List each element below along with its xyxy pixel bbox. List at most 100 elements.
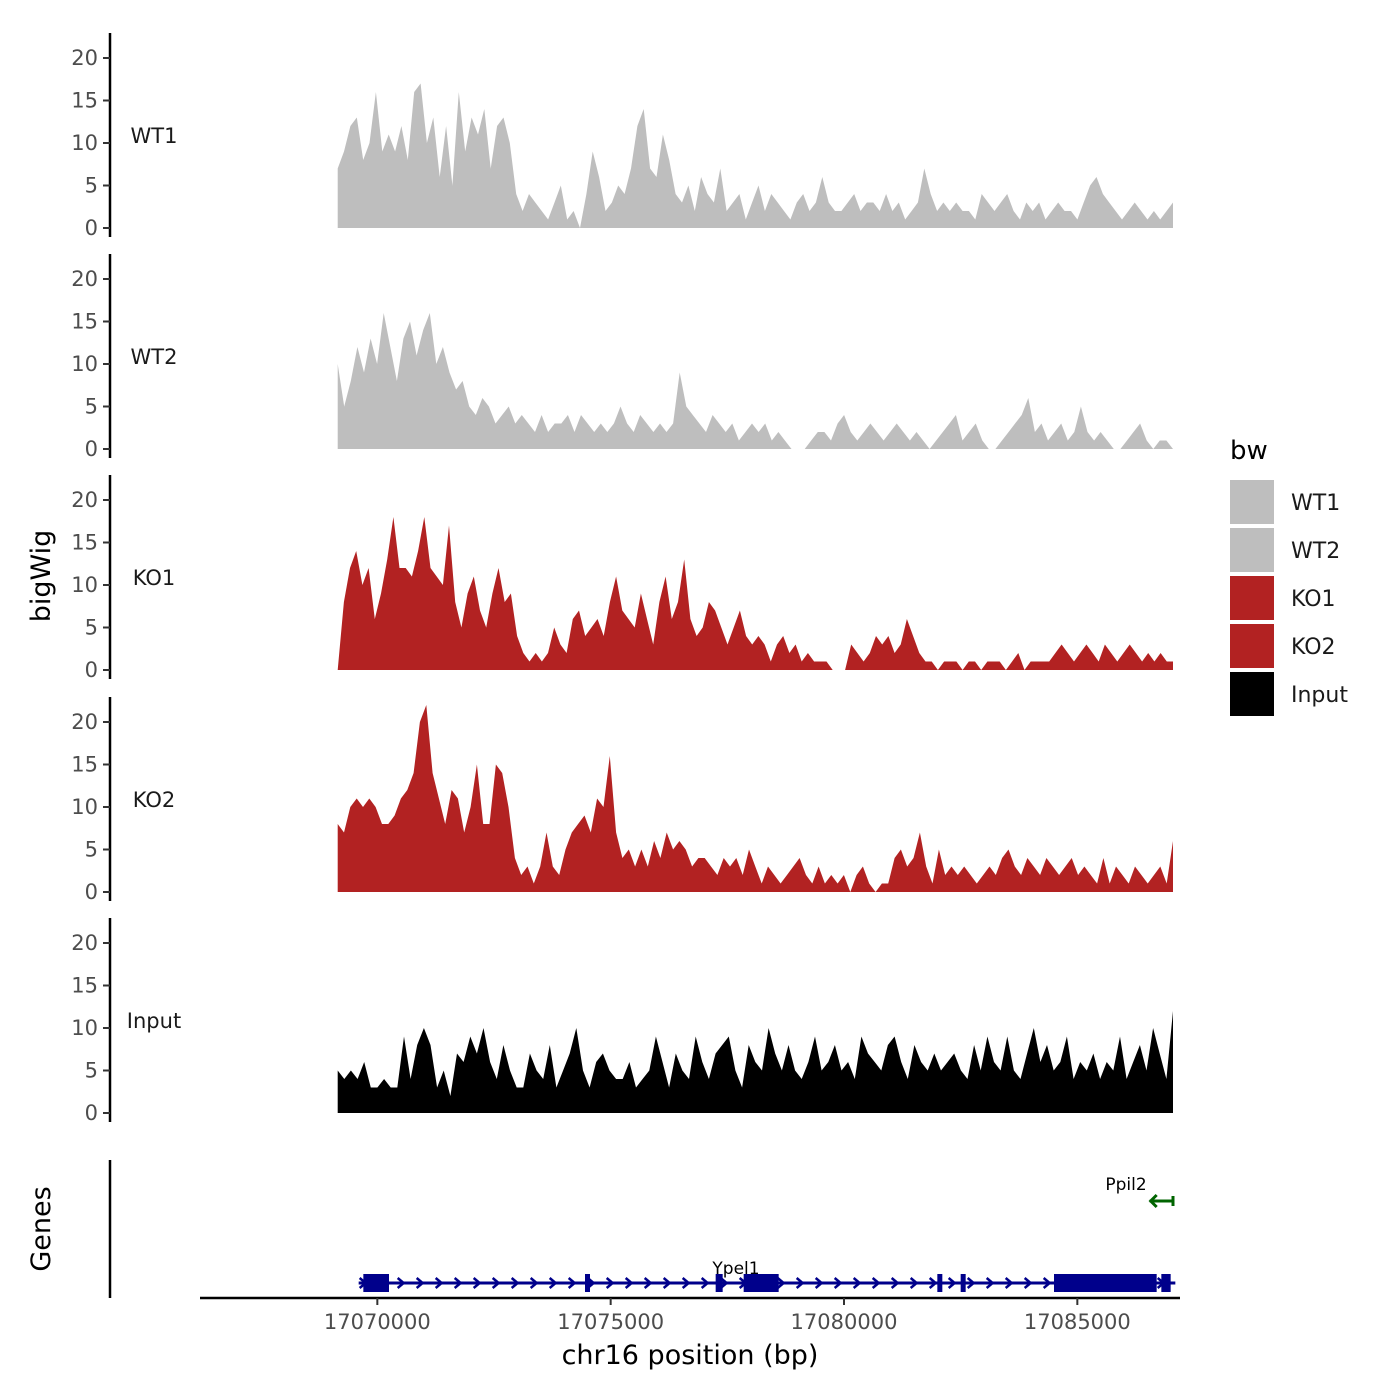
exon-block <box>715 1274 723 1292</box>
track-wt1: WT1 <box>131 83 1173 228</box>
legend-label-wt2: WT2 <box>1291 539 1340 564</box>
gene-label-ypel1: Ypel1 <box>711 1259 759 1279</box>
strand-chevron <box>624 1277 634 1289</box>
strand-chevron <box>605 1277 615 1289</box>
strand-chevron <box>491 1277 501 1289</box>
strand-chevron <box>909 1277 919 1289</box>
strand-chevron <box>795 1277 805 1289</box>
y-tick-label: 20 <box>71 931 98 955</box>
strand-chevron <box>700 1277 710 1289</box>
gene-ypel1: Ypel1 <box>358 1259 1176 1292</box>
signal-area-wt1 <box>337 83 1173 228</box>
legend-swatch-wt2 <box>1230 528 1274 572</box>
strand-chevron <box>985 1277 995 1289</box>
track-label-ko2: KO2 <box>133 788 176 812</box>
track-label-input: Input <box>127 1009 181 1033</box>
y-tick-label: 0 <box>85 437 98 461</box>
strand-chevron <box>472 1277 482 1289</box>
strand-chevron <box>719 1277 729 1289</box>
y-tick-label: 15 <box>71 974 98 998</box>
y-tick-label: 5 <box>85 616 98 640</box>
y-tick-label: 10 <box>71 131 98 155</box>
strand-chevron <box>776 1277 786 1289</box>
legend-label-ko1: KO1 <box>1291 587 1336 612</box>
strand-chevron <box>871 1277 881 1289</box>
strand-chevron <box>1023 1277 1033 1289</box>
strand-chevron <box>814 1277 824 1289</box>
strand-chevron <box>928 1277 938 1289</box>
track-ko1: KO1 <box>133 517 1173 670</box>
legend-swatch-input <box>1230 672 1274 716</box>
track-wt2: WT2 <box>131 313 1173 449</box>
y-tick-label: 0 <box>85 216 98 240</box>
strand-chevron <box>1042 1277 1052 1289</box>
exon-block <box>1161 1274 1171 1292</box>
strand-arrow <box>1148 1193 1158 1209</box>
strand-chevron <box>681 1277 691 1289</box>
strand-chevron <box>662 1277 672 1289</box>
legend-label-ko2: KO2 <box>1291 635 1336 660</box>
signal-area-ko1 <box>337 517 1173 670</box>
strand-chevron <box>852 1277 862 1289</box>
signal-area-input <box>337 1011 1173 1113</box>
track-label-ko1: KO1 <box>133 566 176 590</box>
strand-chevron <box>396 1277 406 1289</box>
signal-area-wt2 <box>337 313 1173 449</box>
strand-chevron <box>453 1277 463 1289</box>
strand-chevron <box>548 1277 558 1289</box>
x-axis-title: chr16 position (bp) <box>562 1340 819 1371</box>
genes-panel-title: Genes <box>26 1186 57 1271</box>
y-tick-label: 5 <box>85 1059 98 1083</box>
strand-chevron <box>529 1277 539 1289</box>
legend-label-input: Input <box>1291 683 1348 708</box>
legend-swatch-ko1 <box>1230 576 1274 620</box>
legend-swatch-wt1 <box>1230 480 1274 524</box>
strand-chevron <box>890 1277 900 1289</box>
strand-chevron <box>1004 1277 1014 1289</box>
gene-label-ppil2: Ppil2 <box>1105 1175 1146 1195</box>
y-tick-label: 5 <box>85 838 98 862</box>
legend: bw WT1 WT2 KO1 KO2 Input <box>1230 436 1348 716</box>
legend-label-wt1: WT1 <box>1291 491 1340 516</box>
strand-chevron <box>833 1277 843 1289</box>
y-tick-label: 5 <box>85 395 98 419</box>
strand-chevron <box>510 1277 520 1289</box>
y-tick-label: 15 <box>71 753 98 777</box>
y-tick-label: 20 <box>71 46 98 70</box>
strand-chevron <box>947 1277 957 1289</box>
y-tick-label: 15 <box>71 310 98 334</box>
strand-chevron <box>415 1277 425 1289</box>
x-tick-label: 17070000 <box>324 1310 431 1334</box>
x-tick-label: 17075000 <box>557 1310 664 1334</box>
gene-ppil2: Ppil2 <box>1105 1175 1175 1209</box>
tracks-layer: WT1 WT2 KO1 KO2 Input <box>127 83 1173 1113</box>
strand-chevron <box>567 1277 577 1289</box>
x-tick-label: 17085000 <box>1024 1310 1131 1334</box>
legend-swatch-ko2 <box>1230 624 1274 668</box>
y-tick-label: 0 <box>85 1101 98 1125</box>
y-tick-label: 15 <box>71 89 98 113</box>
y-tick-label: 0 <box>85 880 98 904</box>
strand-chevron <box>966 1277 976 1289</box>
strand-chevron <box>434 1277 444 1289</box>
y-tick-label: 5 <box>85 174 98 198</box>
exon-block <box>937 1274 943 1292</box>
x-tick-label: 17080000 <box>791 1310 898 1334</box>
axes-layer: 0 5 10 15 20 0 5 10 15 20 0 5 10 15 20 0 5 10 15 20 0 5 10 15 20… <box>71 33 1180 1334</box>
y-axis-title: bigWig <box>26 530 57 623</box>
genes-panel: Ypel1 Ppil2 <box>108 1160 1176 1298</box>
y-tick-label: 20 <box>71 488 98 512</box>
track-label-wt2: WT2 <box>131 345 178 369</box>
exon-block <box>743 1274 779 1292</box>
exon-block <box>960 1274 966 1292</box>
exon-block <box>1054 1274 1157 1292</box>
exon-block <box>585 1274 590 1292</box>
legend-title: bw <box>1230 436 1268 466</box>
y-tick-label: 20 <box>71 710 98 734</box>
y-tick-label: 10 <box>71 795 98 819</box>
y-tick-label: 10 <box>71 352 98 376</box>
exon-block <box>363 1274 389 1292</box>
signal-area-ko2 <box>337 705 1173 892</box>
y-tick-label: 15 <box>71 531 98 555</box>
